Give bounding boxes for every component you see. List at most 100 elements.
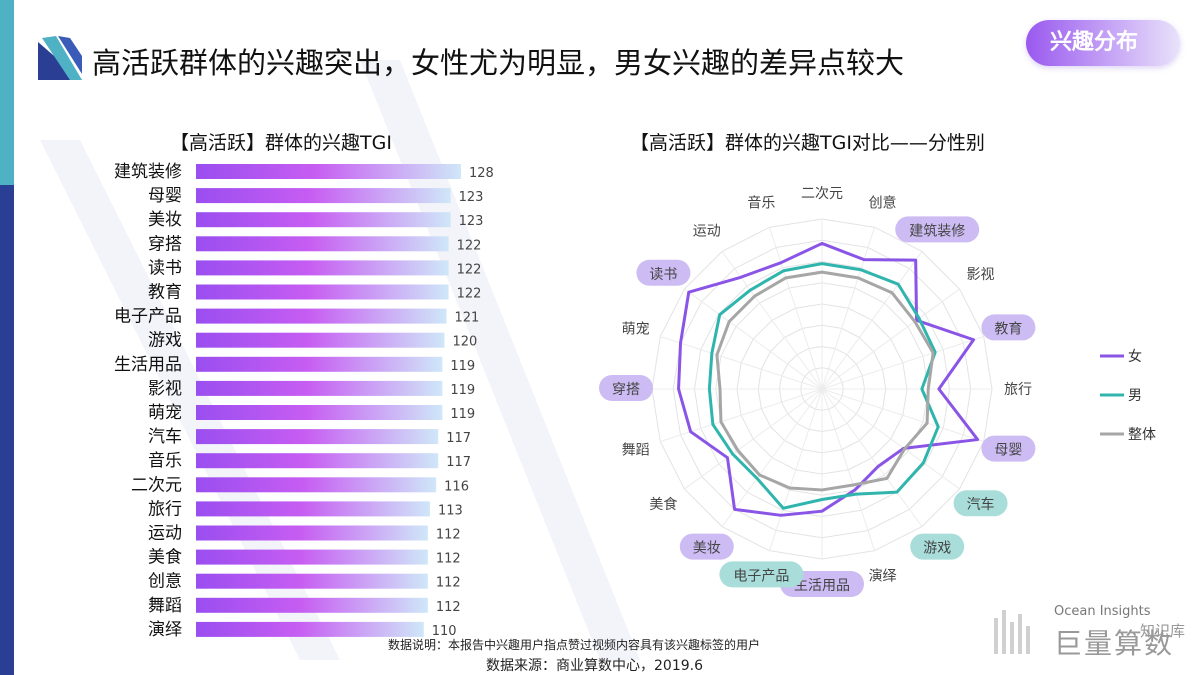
radar-spoke [768,388,823,551]
bar-value-label: 123 [459,214,484,229]
radar-spoke [660,388,823,443]
brand-logo-icon [38,36,82,80]
radar-axis-label: 创意 [869,195,897,212]
bar-value-label: 119 [450,407,475,422]
bar-category-label: 美食 [148,548,182,568]
bar-value-label: 119 [450,359,475,374]
radar-axis-label: 演绎 [869,568,897,584]
bar-value-label: 117 [446,455,471,470]
bar-value-label: 112 [436,576,461,591]
section-badge: 兴趣分布 [1026,20,1180,66]
watermark-text: 知识库 [1140,622,1186,640]
bar-18 [196,597,428,613]
bar-19 [196,621,424,637]
radar-spoke [821,335,984,390]
bar-category-label: 建筑装修 [114,162,182,182]
bar-value-label: 122 [457,262,482,277]
radar-spoke [821,251,923,390]
bar-5 [196,284,449,300]
bar-category-label: 音乐 [148,451,182,471]
radar-axis-label: 美食 [649,496,677,513]
bar-value-label: 112 [436,528,461,543]
bar-category-label: 旅行 [148,499,182,519]
radar-label-tag [981,314,1036,341]
radar-axis-label: 音乐 [747,195,775,212]
legend-label: 女 [1128,348,1142,365]
bar-9 [196,380,443,396]
bar-category-label: 美妆 [148,210,182,230]
radar-label-tag [679,533,734,560]
radar-axis-label: 游戏 [923,541,951,557]
radar-spoke [721,251,823,390]
bar-value-label: 121 [455,311,480,326]
radar-spoke [821,388,923,527]
bar-category-label: 汽车 [148,427,182,447]
radar-label-tag [910,533,965,560]
radar-axis-label: 母婴 [994,443,1022,459]
bar-10 [196,405,443,420]
bar-8 [196,356,443,372]
ocean-insights-logo-icon [994,610,1030,654]
bar-category-label: 母婴 [148,186,182,206]
radar-spoke [684,288,823,390]
radar-series-2 [715,270,935,492]
bar-2 [196,212,451,228]
data-source: 数据来源：商业算数中心，2019.6 [486,658,703,674]
radar-axis-label: 穿搭 [612,382,640,398]
bar-category-label: 运动 [148,524,182,544]
radar-spoke [821,227,876,390]
brand-chinese-name: 巨量算数 [1054,627,1175,660]
radar-axis-label: 建筑装修 [909,223,965,239]
radar-axis-label: 生活用品 [794,578,850,594]
bar-13 [196,477,437,493]
bar-category-label: 创意 [148,572,182,592]
radar-axis-label: 影视 [967,267,995,283]
radar-label-tag [981,435,1036,462]
bar-3 [196,236,449,252]
bar-category-label: 游戏 [148,331,182,351]
radar-axis-label: 读书 [649,266,677,283]
bar-16 [196,549,428,565]
bar-category-label: 二次元 [131,475,182,495]
radar-label-tag [636,259,691,286]
radar-axis-label: 舞蹈 [622,443,650,459]
radar-axis-label: 旅行 [1004,382,1032,398]
radar-axis-label: 美妆 [693,541,721,557]
legend-label: 男 [1128,388,1142,404]
bar-category-label: 影视 [148,379,182,399]
radar-axis-label: 教育 [994,321,1022,337]
legend-label: 整体 [1128,427,1156,443]
radar-spoke [660,335,823,390]
bar-value-label: 112 [436,600,461,615]
brand-english-name: Ocean Insights [1054,604,1151,619]
bar-4 [196,260,449,276]
radar-series-1 [707,262,940,510]
bar-0 [196,164,461,179]
bar-value-label: 116 [444,479,469,494]
data-note: 数据说明：本报告中兴趣用户指点赞过视频内容具有该兴趣标签的用户 [388,638,761,652]
bar-value-label: 122 [457,238,482,253]
bar-chart-title: 【高活跃】群体的兴趣TGI [170,132,392,154]
radar-spoke [684,388,823,490]
bar-6 [196,308,447,324]
radar-axis-label: 萌宠 [622,321,650,337]
radar-spoke [721,388,823,527]
radar-spoke [821,388,876,551]
bar-chart: 建筑装修 128 母婴 123 美妆 123 穿搭 122 读书 122 教育 122 电子产品 121 游… [114,162,494,640]
bar-value-label: 120 [452,335,477,350]
bar-value-label: 110 [432,624,457,639]
bar-7 [196,332,445,348]
radar-label-tag [953,490,1008,517]
radar-label-tag [895,216,980,243]
bar-value-label: 128 [469,166,494,181]
bar-11 [196,429,439,445]
bar-value-label: 112 [436,552,461,567]
bar-15 [196,525,428,541]
radar-axis-label: 电子产品 [733,568,789,584]
bar-category-label: 教育 [148,283,182,303]
bar-category-label: 读书 [148,258,182,278]
bar-category-label: 穿搭 [148,234,182,254]
radar-spoke [821,288,960,390]
